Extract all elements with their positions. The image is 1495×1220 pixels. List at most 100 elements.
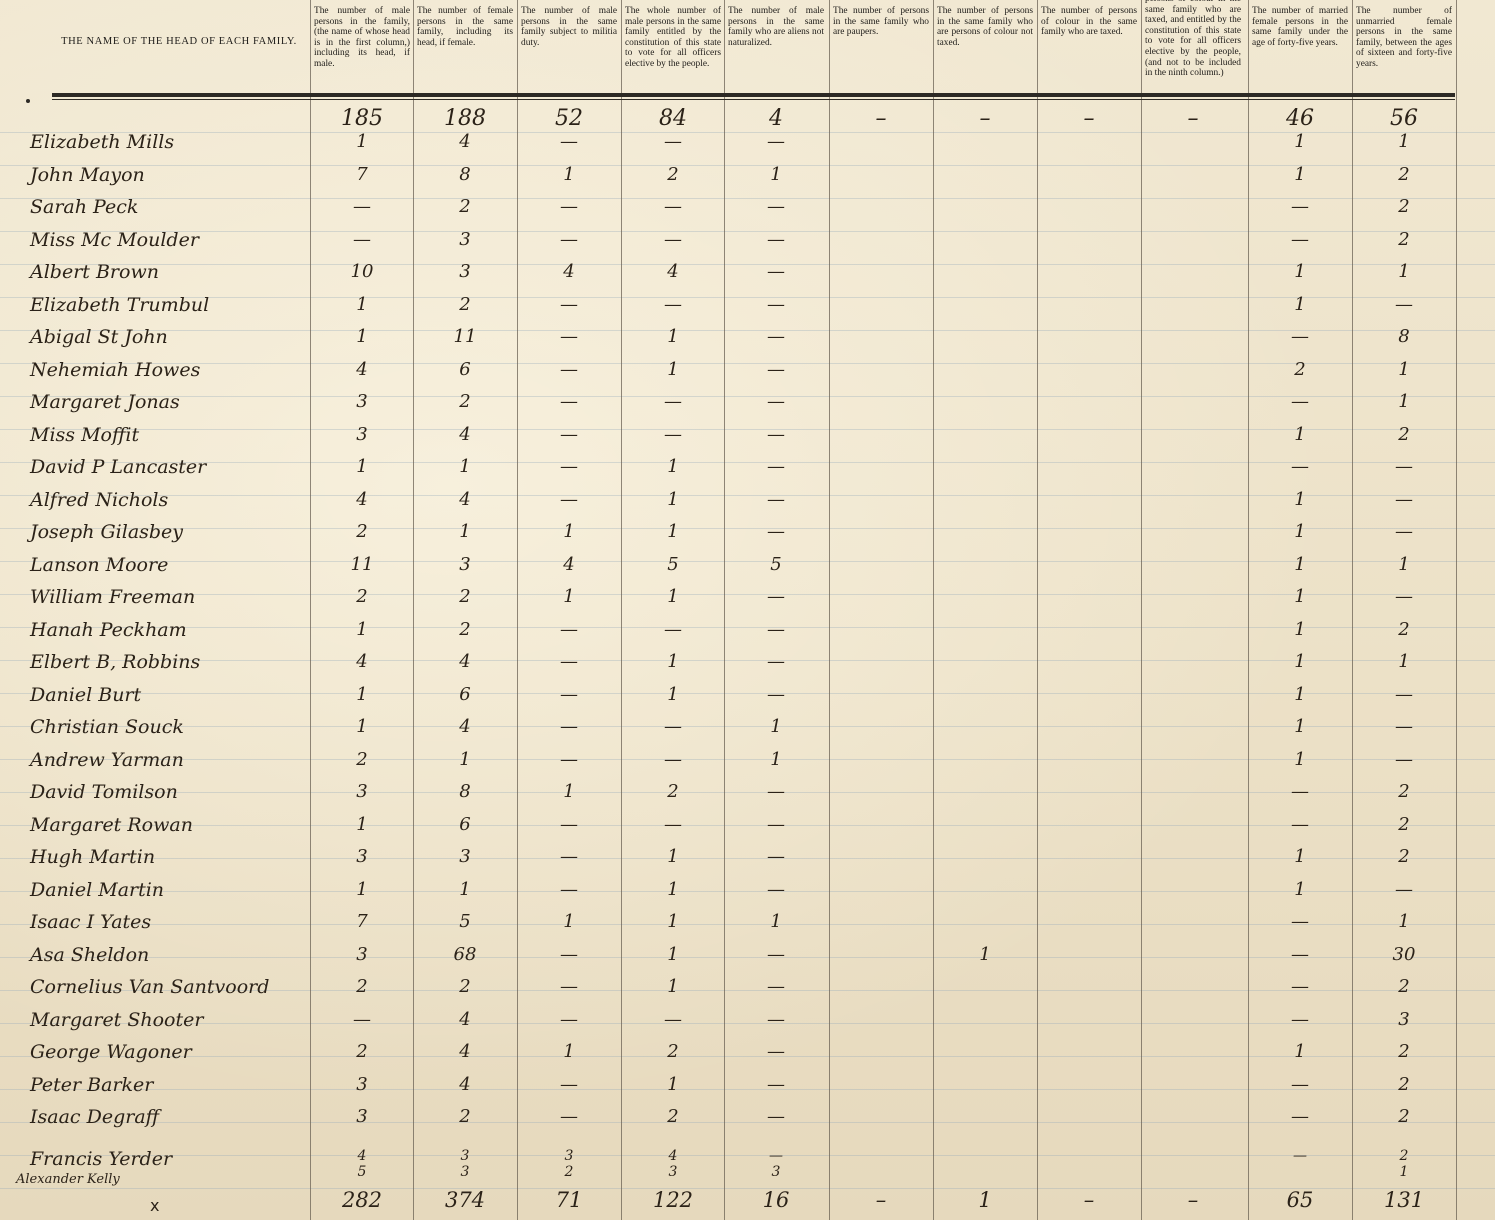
header-column-12: The number of unmarried female persons i… bbox=[1356, 6, 1452, 69]
header-column-5: The whole number of male persons in the … bbox=[625, 6, 721, 69]
column-divider bbox=[829, 0, 830, 1220]
table-cell: 3 bbox=[356, 1073, 368, 1095]
table-cell: 1 bbox=[1398, 131, 1410, 152]
family-head-name: Elbert B, Robbins bbox=[30, 651, 201, 673]
family-head-name: Miss Mc Moulder bbox=[30, 228, 199, 251]
x-mark: x bbox=[150, 1196, 160, 1215]
family-head-name: John Mayon bbox=[30, 163, 145, 186]
table-cell: 1 bbox=[356, 326, 368, 347]
header-name-column: THE NAME OF THE HEAD OF EACH FAMILY. bbox=[61, 36, 297, 47]
family-head-name: Hanah Peckham bbox=[30, 618, 187, 641]
table-cell: — bbox=[353, 196, 371, 217]
header-column-10: persons of colour in the same family who… bbox=[1145, 0, 1241, 79]
bottom-total-cell: 71 bbox=[555, 1188, 583, 1212]
family-head-name: Andrew Yarman bbox=[30, 748, 184, 771]
table-cell: — bbox=[767, 683, 785, 705]
table-cell: — bbox=[560, 846, 578, 867]
family-head-name: Daniel Martin bbox=[30, 878, 165, 901]
family-head-name: Daniel Burt bbox=[30, 683, 142, 706]
table-cell: 1 bbox=[1398, 651, 1410, 672]
table-cell: 1 bbox=[356, 456, 368, 477]
table-cell: 4 bbox=[667, 261, 679, 282]
table-cell: — bbox=[767, 846, 785, 867]
table-cell: 2 bbox=[1398, 813, 1410, 835]
table-cell: 2 bbox=[667, 163, 679, 185]
table-cell: 7 bbox=[356, 163, 368, 185]
table-cell: 1 bbox=[459, 878, 471, 900]
table-cell: — bbox=[1395, 456, 1413, 477]
table-cell: — bbox=[353, 228, 371, 250]
table-cell: 3 bbox=[459, 261, 471, 282]
table-cell: 1 bbox=[1399, 1164, 1409, 1180]
table-cell: — bbox=[664, 196, 682, 217]
table-cell: — bbox=[560, 683, 578, 705]
table-cell: — bbox=[767, 1008, 785, 1030]
table-cell: — bbox=[664, 716, 682, 737]
table-cell: 11 bbox=[350, 553, 374, 575]
column-divider bbox=[933, 0, 934, 1220]
table-cell: 3 bbox=[459, 846, 471, 867]
header-column-7: The number of persons in the same family… bbox=[833, 6, 929, 38]
table-cell: 5 bbox=[357, 1164, 367, 1180]
header-column-2: The number of male persons in the family… bbox=[314, 6, 410, 69]
table-cell: — bbox=[767, 196, 785, 217]
table-cell: — bbox=[560, 456, 578, 477]
top-total-cell: 188 bbox=[444, 106, 486, 131]
family-head-name: Hugh Martin bbox=[30, 846, 156, 868]
table-cell: — bbox=[767, 943, 785, 965]
table-cell: 1 bbox=[667, 846, 679, 867]
table-cell: 1 bbox=[1294, 423, 1306, 445]
table-cell: 30 bbox=[1392, 943, 1416, 965]
table-cell: — bbox=[560, 488, 578, 510]
table-cell: 2 bbox=[1398, 846, 1410, 867]
table-cell: 4 bbox=[459, 1008, 471, 1030]
table-cell: — bbox=[767, 521, 785, 542]
table-cell: 4 bbox=[459, 131, 471, 152]
table-cell: 3 bbox=[356, 1106, 368, 1127]
table-cell: — bbox=[767, 326, 785, 347]
table-cell: — bbox=[560, 293, 578, 315]
table-cell: 1 bbox=[1294, 716, 1306, 737]
table-cell: 5 bbox=[459, 911, 471, 932]
table-cell: 1 bbox=[667, 683, 679, 705]
table-cell: — bbox=[1395, 488, 1413, 510]
table-cell: 6 bbox=[459, 813, 471, 835]
table-cell: — bbox=[767, 651, 785, 672]
table-cell: 3 bbox=[459, 228, 471, 250]
table-cell: — bbox=[1291, 1073, 1309, 1095]
table-cell: 1 bbox=[667, 358, 679, 380]
table-cell: — bbox=[1291, 326, 1309, 347]
table-cell: 1 bbox=[1294, 261, 1306, 282]
table-cell: — bbox=[1291, 1106, 1309, 1127]
table-cell: 2 bbox=[356, 1041, 368, 1062]
table-cell: 1 bbox=[770, 716, 782, 737]
table-cell: — bbox=[1291, 911, 1309, 932]
table-cell: — bbox=[560, 1008, 578, 1030]
table-cell: — bbox=[560, 618, 578, 640]
column-divider bbox=[1141, 0, 1142, 1220]
table-cell: 1 bbox=[356, 131, 368, 152]
table-cell: 4 bbox=[459, 716, 471, 737]
table-cell: — bbox=[664, 293, 682, 315]
table-cell: 5 bbox=[667, 553, 679, 575]
table-cell: — bbox=[767, 781, 785, 802]
table-cell: 3 bbox=[459, 553, 471, 575]
table-cell: 8 bbox=[1398, 326, 1410, 347]
table-cell: 1 bbox=[1294, 651, 1306, 672]
table-cell: — bbox=[560, 1106, 578, 1127]
table-cell: 2 bbox=[459, 293, 471, 315]
table-cell: — bbox=[767, 618, 785, 640]
table-cell: 2 bbox=[1399, 1148, 1409, 1164]
table-cell: 2 bbox=[459, 196, 471, 217]
table-cell: 1 bbox=[1294, 293, 1306, 315]
table-cell: 4 bbox=[668, 1148, 678, 1164]
family-head-name: Elizabeth Mills bbox=[30, 131, 175, 153]
table-cell: — bbox=[560, 1073, 578, 1095]
table-cell: 1 bbox=[1398, 553, 1410, 575]
table-cell: 1 bbox=[667, 488, 679, 510]
table-cell: 1 bbox=[563, 521, 575, 542]
table-cell: — bbox=[664, 228, 682, 250]
table-cell: 6 bbox=[459, 358, 471, 380]
table-cell: 1 bbox=[667, 456, 679, 477]
